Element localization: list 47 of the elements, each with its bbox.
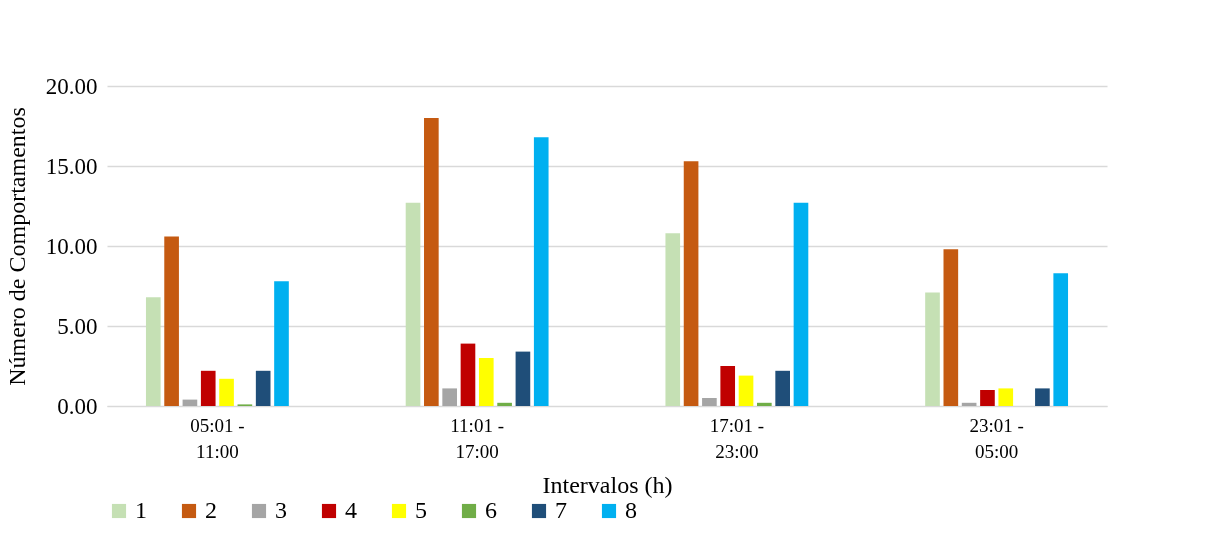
bar [998,388,1014,406]
bar [665,233,681,406]
legend-label: 7 [555,497,567,523]
bar [219,378,234,406]
legend-label: 6 [485,497,497,523]
legend-label: 5 [415,497,427,523]
y-tick-label: 20.00 [45,73,98,99]
bar [478,358,494,406]
bar [720,366,736,406]
legend-label: 3 [275,497,287,523]
bar [1053,273,1069,406]
y-tick-label: 15.00 [45,153,98,179]
bar [980,390,995,406]
bar [943,249,959,406]
bar [1035,388,1050,406]
x-tick-label: 05:01 - 11:00 [190,414,245,462]
bar [274,281,289,406]
bar [925,292,940,406]
bar [405,202,421,406]
bar [793,202,809,406]
bar [164,236,179,406]
bar [255,370,271,406]
bar [460,343,476,406]
bar [515,351,531,406]
x-tick-label: 11:01 - 17:00 [450,414,504,462]
bar [775,370,790,406]
legend-label: 4 [345,497,357,523]
x-tick-label: 23:01 - 05:00 [969,414,1024,462]
bar [424,118,439,406]
y-tick-label: 0.00 [57,393,98,419]
bar [702,398,717,406]
bar [533,137,549,406]
x-axis-title: Intervalos (h) [542,471,673,498]
bar [145,297,161,406]
x-tick-label: 17:01 - 23:00 [709,414,765,462]
bar [757,402,772,406]
bar [683,161,699,406]
legend-label: 1 [135,497,147,523]
bar [442,388,457,406]
y-tick-label: 5.00 [57,313,98,339]
bar [497,402,512,406]
y-tick-label: 10.00 [45,233,98,259]
bar [200,370,216,406]
legend-label: 2 [205,497,217,523]
legend-label: 8 [625,497,637,523]
bar [738,375,754,406]
y-axis-title: Número de Comportamentos [3,107,30,386]
